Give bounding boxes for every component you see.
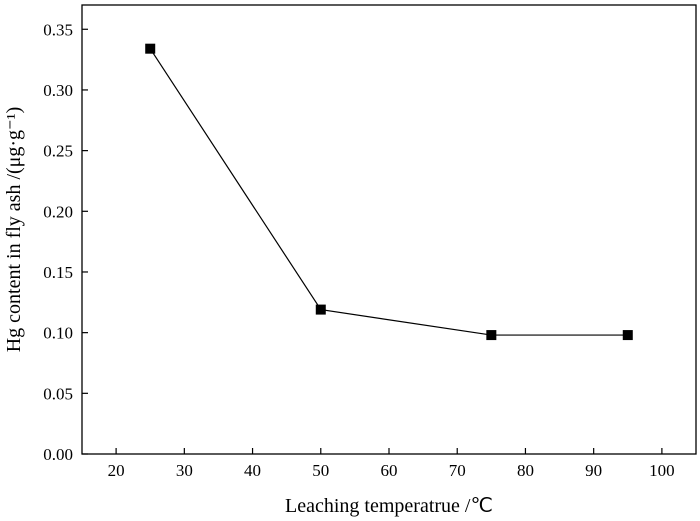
y-tick-label: 0.05 <box>43 384 73 403</box>
y-tick-label: 0.15 <box>43 263 73 282</box>
data-point-marker <box>315 304 326 315</box>
data-point-marker <box>145 43 156 54</box>
y-tick-label: 0.35 <box>43 20 73 39</box>
x-tick-label: 90 <box>585 461 602 480</box>
x-tick-label: 100 <box>649 461 675 480</box>
x-tick-label: 50 <box>312 461 329 480</box>
y-tick-label: 0.25 <box>43 142 73 161</box>
x-axis-label: Leaching temperatrue /℃ <box>285 495 493 517</box>
x-tick-label: 80 <box>517 461 534 480</box>
data-point-marker <box>486 330 497 341</box>
x-tick-label: 60 <box>381 461 398 480</box>
y-tick-label: 0.00 <box>43 445 73 464</box>
y-tick-label: 0.20 <box>43 202 73 221</box>
x-tick-label: 40 <box>244 461 261 480</box>
series-line <box>149 48 628 336</box>
y-axis-ticks: 0.00 0.05 0.10 0.15 0.20 0.25 0.30 0.35 <box>43 20 88 464</box>
x-tick-label: 30 <box>176 461 193 480</box>
x-tick-label: 20 <box>108 461 125 480</box>
y-axis-label: Hg content in fly ash /(μg·g⁻¹) <box>3 107 25 353</box>
plot-area-border <box>81 4 697 455</box>
data-point-marker <box>622 330 633 341</box>
series-group <box>145 43 633 341</box>
x-axis-ticks: 20 30 40 50 60 70 80 90 100 <box>108 448 675 480</box>
y-tick-label: 0.30 <box>43 81 73 100</box>
x-tick-label: 70 <box>449 461 466 480</box>
y-tick-label: 0.10 <box>43 324 73 343</box>
plot-frame <box>81 4 697 455</box>
